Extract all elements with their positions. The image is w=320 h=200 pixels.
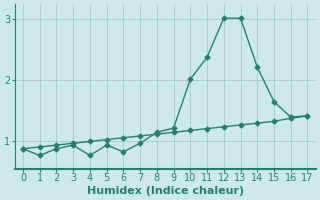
X-axis label: Humidex (Indice chaleur): Humidex (Indice chaleur) <box>87 186 244 196</box>
